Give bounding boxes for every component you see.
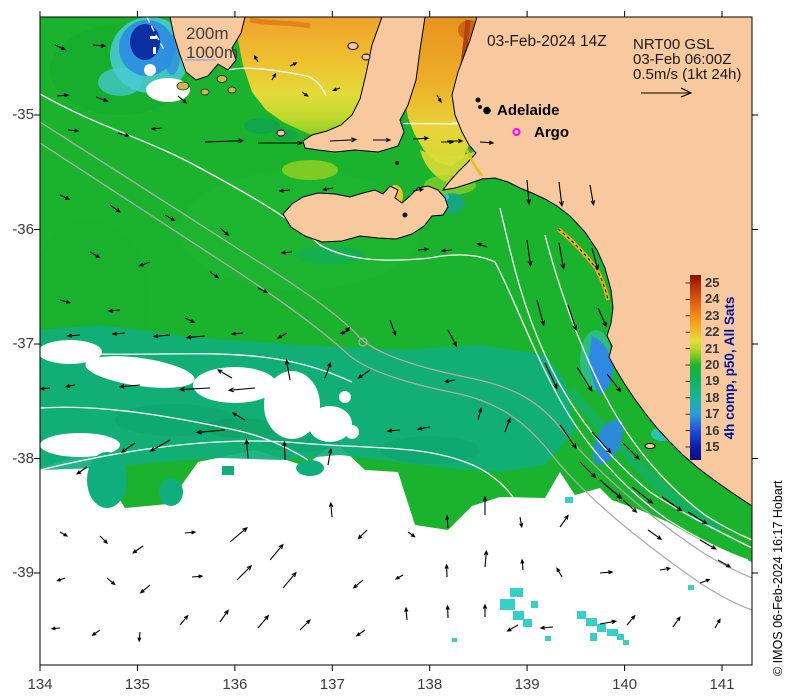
islet xyxy=(216,75,228,83)
y-tick-label: -35 xyxy=(12,106,34,123)
model-time: 03-Feb 06:00Z xyxy=(633,51,732,68)
argo-circle-icon xyxy=(512,128,521,136)
x-tick-label: 135 xyxy=(124,676,150,693)
south-ki-teal xyxy=(295,246,365,264)
colorbar-ticks xyxy=(685,282,690,448)
metro-coast-strip xyxy=(464,147,484,177)
composite-datetime: 03-Feb-2024 14Z xyxy=(487,33,607,50)
y-tick-label: -39 xyxy=(12,564,34,581)
spencer-gulf-warm-water xyxy=(237,17,382,135)
land xyxy=(169,17,752,507)
kangaroo-island xyxy=(282,185,449,243)
contour-label-1000m: 1000m xyxy=(186,43,238,62)
colorbar-tick-label: 19 xyxy=(705,373,720,389)
colorbar-tick-label: 15 xyxy=(705,439,720,454)
coast-speck xyxy=(475,97,481,103)
mainland-south-australia xyxy=(441,17,752,507)
colorbar-tick-label: 21 xyxy=(705,340,720,356)
credit-text: © IMOS 06-Feb-2024 16:17 Hobart xyxy=(771,480,785,676)
colorbar-tick-label: 22 xyxy=(705,324,720,340)
map-artwork xyxy=(40,17,752,665)
islet-wardang xyxy=(276,129,286,137)
cold-water-patch-west xyxy=(98,17,190,96)
coastal-teal-streak xyxy=(566,386,722,533)
teal-dark-patch3 xyxy=(380,436,480,464)
x-tick-label: 140 xyxy=(612,676,638,693)
gulf-mouth-cool-patch2 xyxy=(273,129,297,141)
colorbar xyxy=(690,275,701,460)
islet-spencer-gulf2 xyxy=(361,53,371,61)
eyre-peninsula xyxy=(169,17,246,81)
spencer-gulf-hot-streak xyxy=(249,17,311,29)
islet-spencer-gulf xyxy=(347,42,359,50)
y-tick-label: -36 xyxy=(12,220,34,238)
islet xyxy=(176,81,190,91)
argo-label: Argo xyxy=(534,124,569,141)
y-tick-label: -37 xyxy=(12,335,34,352)
coast-speck2 xyxy=(478,105,482,109)
adelaide-dot-icon xyxy=(483,106,491,115)
colorbar-tick-label: 20 xyxy=(705,357,720,372)
no-data-blobs xyxy=(40,64,359,457)
y-tick-label: -38 xyxy=(12,449,34,467)
x-tick-label: 134 xyxy=(27,676,53,693)
teal-dark-patch4 xyxy=(205,418,275,438)
contours-200m-white xyxy=(40,17,752,561)
yorke-peninsula xyxy=(302,17,426,153)
x-tick-label: 141 xyxy=(709,676,735,693)
islet xyxy=(227,86,237,94)
islet-granite-island xyxy=(644,443,656,449)
islet xyxy=(200,88,210,96)
x-tick-label: 137 xyxy=(319,676,345,693)
map-frame xyxy=(39,16,753,666)
ki-dark-pixel xyxy=(402,212,408,218)
axis-ticks xyxy=(34,11,758,671)
gulf-mouth-cool-patch xyxy=(244,118,280,134)
troubridge-speck xyxy=(395,161,399,165)
colorbar-tick-label: 18 xyxy=(705,389,720,405)
colorbar-tick-label: 23 xyxy=(705,307,720,323)
model-name: NRT00 GSL xyxy=(633,36,715,53)
x-tick-label: 136 xyxy=(222,676,248,693)
current-vectors xyxy=(40,43,732,643)
colorbar-tick-label: 24 xyxy=(705,291,720,307)
x-tick-label: 138 xyxy=(417,676,443,693)
colorbar-tick-label: 16 xyxy=(705,422,720,438)
adelaide-label: Adelaide xyxy=(497,102,560,119)
contour-1000m-sample-line xyxy=(185,59,216,61)
investigator-strait-warm xyxy=(282,160,338,180)
contour-label-200m: 200m xyxy=(186,24,229,43)
contours-1000m-gray xyxy=(40,121,752,611)
teal-islands xyxy=(87,452,324,508)
scale-arrow-icon xyxy=(641,87,693,98)
vector-scale-label: 0.5m/s (1kt 24h) xyxy=(633,66,742,83)
x-tick-label: 139 xyxy=(514,676,540,693)
colorbar-tick-label: 25 xyxy=(705,275,720,290)
cyan-specks xyxy=(452,497,694,645)
colorbar-tick-label: 17 xyxy=(705,406,720,422)
